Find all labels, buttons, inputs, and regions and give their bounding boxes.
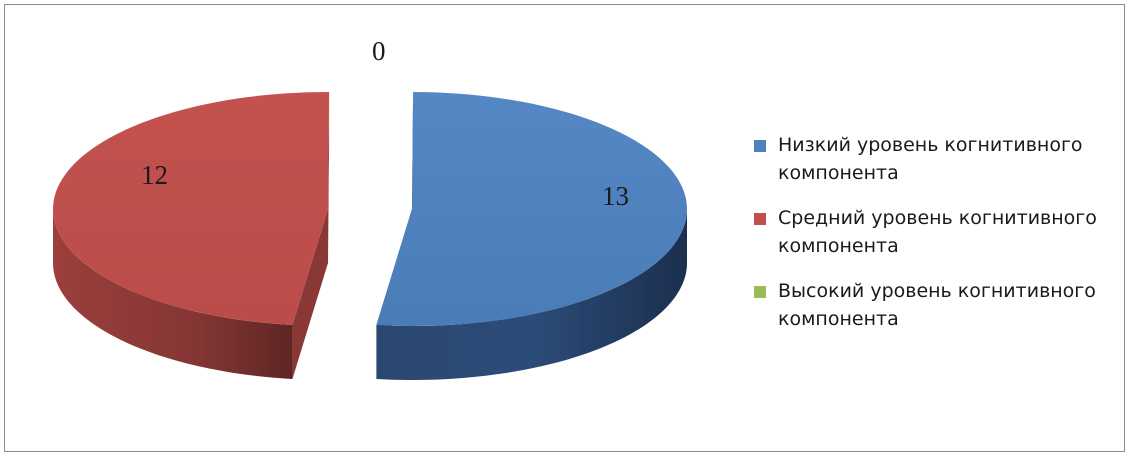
legend-label-1: Низкий уровень когнитивного компонента [778, 134, 1083, 184]
legend-item-3: Высокий уровень когнитивного компонента [750, 277, 1129, 333]
legend-swatch-3 [754, 286, 766, 298]
data-label-1: 13 [602, 181, 629, 211]
pie-slice-top-2 [53, 92, 330, 326]
pie-slice-wall-2-2 [328, 92, 330, 263]
chart-area: 13 12 0 Низкий уровень когнитивного компон… [4, 4, 1125, 452]
chart-legend: Низкий уровень когнитивного компонента Ср… [750, 131, 1129, 350]
legend-label-3: Высокий уровень когнитивного компонента [778, 280, 1096, 330]
pie-slice-side-1 [376, 209, 687, 380]
legend-item-1: Низкий уровень когнитивного компонента [750, 131, 1129, 187]
legend-swatch-2 [754, 213, 766, 225]
pie-slice-top-1 [376, 92, 687, 326]
legend-swatch-1 [754, 140, 766, 152]
pie-slice-2 [53, 92, 330, 380]
data-label-3: 0 [372, 36, 386, 66]
data-label-2: 12 [141, 160, 168, 190]
legend-label-2: Средний уровень когнитивного компонента [778, 207, 1097, 257]
legend-item-2: Средний уровень когнитивного компонента [750, 204, 1129, 260]
pie-slice-1 [376, 92, 687, 380]
pie-slice-wall-2-1 [292, 209, 328, 380]
pie-chart: 13 12 0 [53, 36, 687, 380]
pie-slice-side-2 [53, 209, 293, 380]
